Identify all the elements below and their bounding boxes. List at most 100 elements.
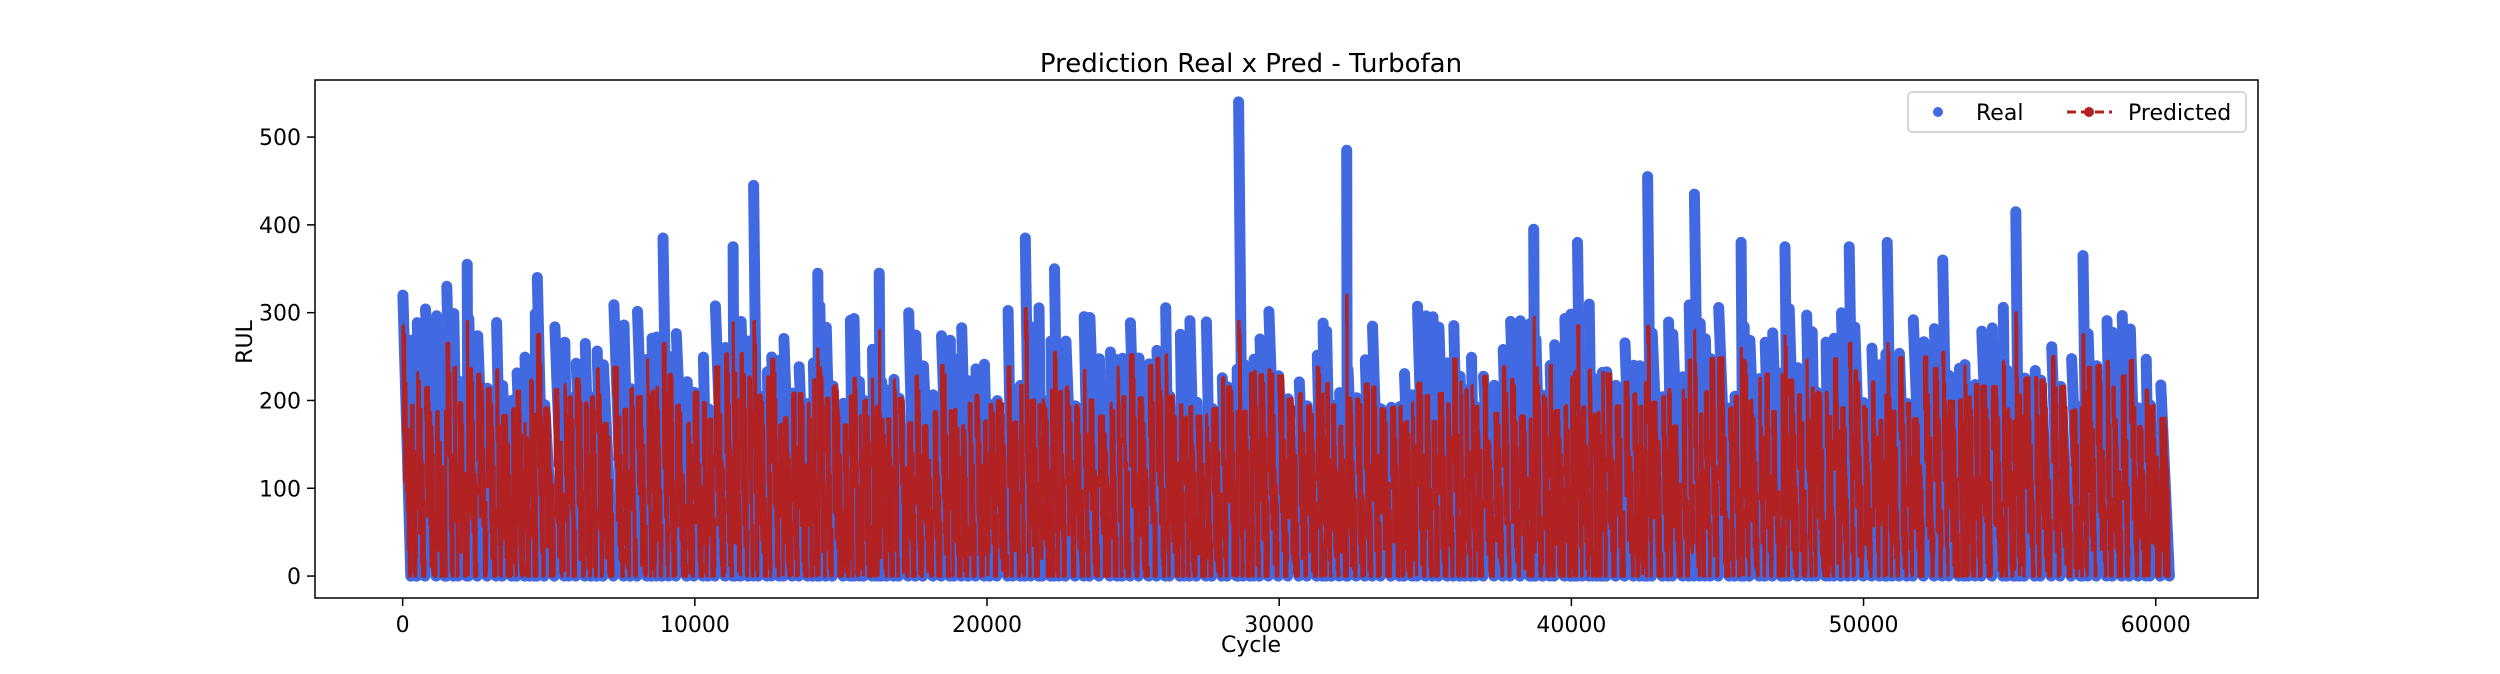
predicted-point xyxy=(778,422,785,577)
predicted-point xyxy=(806,401,815,578)
predicted-point xyxy=(1474,404,1485,578)
predicted-point xyxy=(467,367,479,578)
predicted-point xyxy=(1553,408,1566,578)
predicted-point xyxy=(1509,378,1522,578)
predicted-point xyxy=(1390,405,1402,578)
predicted-point xyxy=(1297,392,1309,578)
predicted-point xyxy=(1205,412,1214,578)
predicted-point xyxy=(601,421,615,578)
predicted-point xyxy=(1681,388,1691,578)
predicted-point xyxy=(2120,374,2131,578)
predicted-point xyxy=(739,351,750,578)
predicted-point xyxy=(650,389,658,578)
predicted-point xyxy=(1226,385,1239,578)
predicted-point xyxy=(2018,393,2026,578)
x-tick-label: 0 xyxy=(396,613,410,638)
predicted-point xyxy=(2023,376,2036,578)
predicted-point xyxy=(2039,378,2053,578)
predicted-point xyxy=(1832,357,1843,578)
predicted-point xyxy=(476,372,489,578)
predicted-point xyxy=(1592,412,1599,578)
predicted-point xyxy=(1703,390,1712,578)
predicted-point xyxy=(1671,424,1684,578)
predicted-point xyxy=(528,378,537,578)
predicted-point xyxy=(1088,398,1101,578)
predicted-point xyxy=(1121,395,1132,578)
predicted-point xyxy=(563,382,570,578)
predicted-point xyxy=(1534,366,1545,578)
predicted-point xyxy=(852,376,861,578)
predicted-point xyxy=(733,371,743,577)
predicted-point xyxy=(1763,372,1774,578)
predicted-point xyxy=(1898,356,1909,578)
predicted-point xyxy=(1147,363,1158,578)
x-tick-label: 10000 xyxy=(660,613,730,638)
predicted-point xyxy=(952,408,963,578)
y-tick-label: 400 xyxy=(259,214,301,239)
predicted-point xyxy=(515,389,526,578)
predicted-point xyxy=(1501,365,1512,578)
predicted-point xyxy=(635,394,648,578)
legend-real-label: Real xyxy=(1976,101,2023,126)
x-tick-label: 30000 xyxy=(1244,613,1314,638)
predicted-point xyxy=(1023,306,1032,578)
predicted-point xyxy=(1518,414,1531,578)
predicted-point xyxy=(1155,356,1167,578)
predicted-point xyxy=(655,385,664,578)
predicted-point xyxy=(731,321,737,545)
x-tick-label: 20000 xyxy=(952,613,1022,638)
predicted-point xyxy=(2070,408,2083,578)
predicted-point xyxy=(1248,371,1256,578)
predicted-point xyxy=(1452,357,1462,578)
predicted-point xyxy=(1416,381,1428,578)
predicted-point xyxy=(1195,414,1208,578)
predicted-point xyxy=(766,375,773,578)
predicted-point xyxy=(1646,324,1654,578)
predicted-point xyxy=(1742,359,1751,578)
predicted-point xyxy=(1188,404,1198,578)
predicted-point xyxy=(1437,391,1449,578)
predicted-point xyxy=(2012,419,2017,571)
predicted-point xyxy=(1581,405,1590,578)
predicted-point xyxy=(1458,380,1467,578)
predicted-point xyxy=(921,424,935,578)
predicted-point xyxy=(2014,311,2022,577)
predicted-point xyxy=(1840,406,1850,578)
predicted-point xyxy=(1661,395,1670,578)
predicted-point xyxy=(1805,358,1814,578)
predicted-point xyxy=(1632,392,1641,578)
predicted-point xyxy=(862,398,874,578)
x-tick-label: 50000 xyxy=(1829,613,1899,638)
predicted-point xyxy=(685,421,696,578)
y-tick-label: 300 xyxy=(259,302,301,327)
predicted-point xyxy=(401,324,413,578)
predicted-point xyxy=(674,403,689,578)
predicted-point xyxy=(1057,389,1067,578)
predicted-point xyxy=(1573,369,1579,578)
predicted-point xyxy=(752,319,760,578)
chart-title: Prediction Real x Pred - Turbofan xyxy=(1040,49,1462,79)
predicted-point xyxy=(2050,354,2062,578)
predicted-point xyxy=(1891,409,1901,578)
predicted-point xyxy=(747,375,755,578)
predicted-point xyxy=(1370,385,1382,578)
predicted-point xyxy=(2148,403,2162,578)
predicted-point xyxy=(1006,365,1015,578)
predicted-point xyxy=(1481,374,1496,578)
predicted-point xyxy=(1220,376,1229,578)
y-tick-label: 200 xyxy=(259,389,301,414)
predicted-point xyxy=(1815,390,1828,578)
predicted-point xyxy=(1237,319,1245,578)
predicted-point xyxy=(2005,407,2015,578)
predicted-point xyxy=(1493,411,1505,578)
predicted-point xyxy=(1733,394,1742,578)
predicted-point xyxy=(1252,369,1261,578)
predicted-point xyxy=(2059,384,2073,578)
predicted-point xyxy=(1411,400,1419,577)
predicted-point xyxy=(645,357,653,578)
predicted-point xyxy=(533,412,539,578)
predicted-point xyxy=(2079,404,2084,578)
predicted-point xyxy=(1305,404,1319,578)
predicted-point xyxy=(1963,364,1970,578)
legend: Real Predicted xyxy=(1907,91,2247,133)
